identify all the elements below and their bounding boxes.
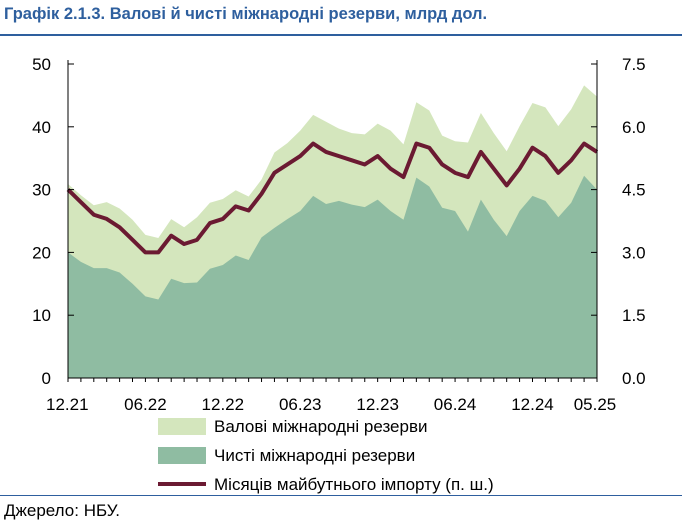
- right-tick-label: 0.0: [622, 369, 646, 388]
- tick-labels: 0 10 20 30 40 50 0.0 1.5 3.0 4.5 6.0 7.5 12.21 06.22 1…: [32, 55, 646, 414]
- import-months-line: [66, 141, 599, 255]
- left-tick-label: 20: [32, 243, 51, 262]
- x-tick-label: 06.24: [434, 395, 477, 414]
- left-tick-label: 0: [42, 369, 51, 388]
- chart-title-prefix: Графік 2.1.3.: [4, 5, 106, 23]
- legend-swatch: [158, 418, 206, 435]
- title-rule: [0, 34, 682, 36]
- right-tick-label: 6.0: [622, 118, 646, 137]
- legend-label: Валові міжнародні резерви: [214, 417, 428, 436]
- x-tick-label: 05.25: [574, 395, 617, 414]
- left-tick-label: 10: [32, 306, 51, 325]
- x-tick-label: 12.21: [46, 395, 89, 414]
- x-tick-label: 06.23: [279, 395, 322, 414]
- legend: Валові міжнародні резерви Чисті міжнародн…: [158, 417, 494, 494]
- net-reserves-area: [68, 175, 597, 378]
- left-tick-label: 40: [32, 118, 51, 137]
- legend-swatch: [158, 447, 206, 464]
- source-rule: [0, 495, 682, 496]
- right-tick-label: 1.5: [622, 306, 646, 325]
- right-tick-label: 4.5: [622, 181, 646, 200]
- x-tick-label: 12.22: [202, 395, 245, 414]
- plot-areas: [68, 85, 597, 378]
- axes: [67, 60, 598, 382]
- chart-title-text: Валові й чисті міжнародні резерви, млрд …: [109, 5, 488, 23]
- plot-line: [66, 141, 599, 255]
- left-tick-label: 50: [32, 55, 51, 74]
- source-note: Джерело: НБУ.: [4, 501, 121, 520]
- right-tick-label: 7.5: [622, 55, 646, 74]
- x-tick-label: 12.23: [356, 395, 399, 414]
- x-tick-label: 06.22: [124, 395, 167, 414]
- chart-title: Графік 2.1.3. Валові й чисті міжнародні …: [4, 5, 487, 24]
- right-tick-label: 3.0: [622, 243, 646, 262]
- legend-label: Місяців майбутнього імпорту (п. ш.): [214, 475, 494, 494]
- left-tick-label: 30: [32, 181, 51, 200]
- reserves-chart: 0 10 20 30 40 50 0.0 1.5 3.0 4.5 6.0 7.5 12.21 06.22 1…: [32, 55, 646, 494]
- legend-label: Чисті міжнародні резерви: [214, 446, 415, 465]
- x-tick-label: 12.24: [511, 395, 554, 414]
